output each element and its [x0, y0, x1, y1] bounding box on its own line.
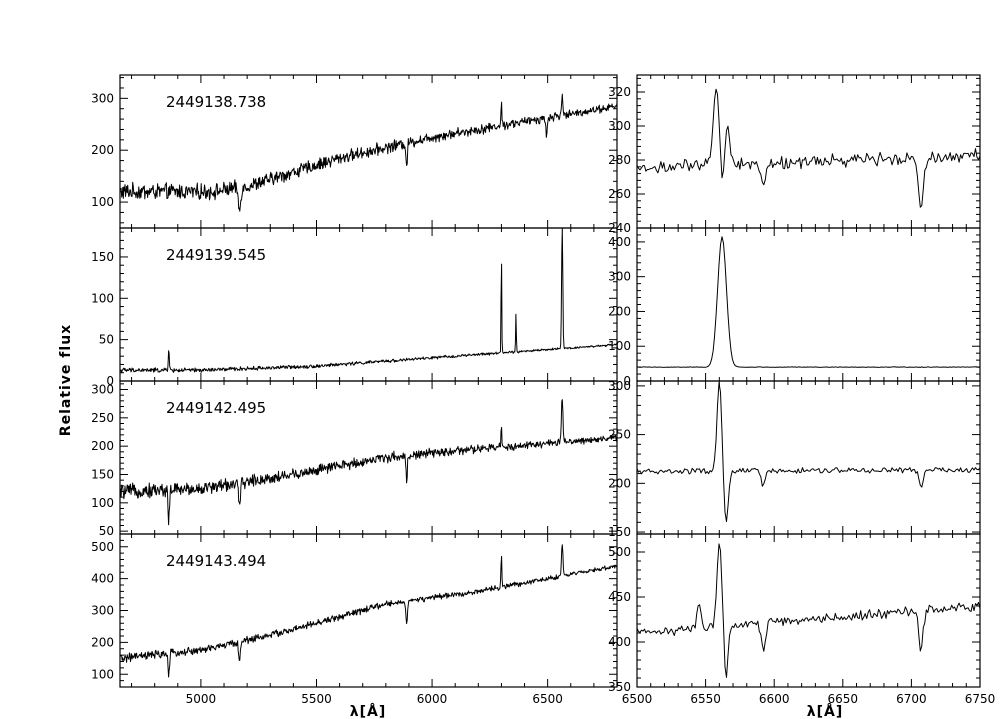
y-tick-label: 400 — [608, 235, 631, 249]
epoch-label: 2449143.494 — [166, 552, 266, 570]
y-tick-label: 0 — [106, 374, 114, 388]
spectrum-line-right-1 — [636, 88, 981, 208]
y-tick-label: 100 — [91, 667, 114, 681]
y-tick-label: 260 — [608, 187, 631, 201]
y-tick-label: 150 — [608, 525, 631, 539]
panel-frame — [636, 380, 981, 535]
x-tick-label: 6550 — [690, 692, 721, 706]
y-tick-label: 400 — [608, 635, 631, 649]
x-tick-label: 6600 — [759, 692, 790, 706]
y-tick-label: 300 — [91, 604, 114, 618]
x-tick-label: 6500 — [532, 692, 563, 706]
y-tick-label: 500 — [608, 545, 631, 559]
panel-frame — [636, 227, 981, 382]
panel-right-1: 240 260 280 300 320 — [608, 74, 981, 235]
panel-right-3: 150 200 250 300 — [608, 379, 981, 539]
epoch-label: 2449142.495 — [166, 399, 266, 417]
y-tick-label: 300 — [608, 119, 631, 133]
y-tick-label: 200 — [608, 476, 631, 490]
y-tick-label: 200 — [608, 304, 631, 318]
epoch-label: 2449139.545 — [166, 246, 266, 264]
spectrum-line-left-3 — [119, 399, 618, 526]
y-tick-label: 320 — [608, 85, 631, 99]
y-tick-label: 50 — [99, 333, 114, 347]
y-tick-label: 250 — [608, 428, 631, 442]
panel-left-1: 100 200 300 2449138.738 — [91, 74, 618, 229]
panel-left-2: 0 50 100 150 2449139.545 — [91, 227, 618, 388]
y-tick-label: 250 — [91, 411, 114, 425]
y-tick-label: 0 — [623, 374, 631, 388]
y-tick-label: 100 — [91, 496, 114, 510]
y-tick-label: 150 — [91, 468, 114, 482]
y-tick-label: 280 — [608, 153, 631, 167]
panel-frame — [636, 533, 981, 688]
y-tick-label: 500 — [91, 540, 114, 554]
y-tick-label: 240 — [608, 221, 631, 235]
panel-left-4: 100 200 300 400 500 5000 5500 6000 6500 2449143.4… — [91, 533, 618, 706]
x-axis-label-left: λ[Å] — [350, 703, 387, 719]
x-axis-label-right: λ[Å] — [807, 703, 844, 719]
y-tick-label: 50 — [99, 524, 114, 538]
y-tick-label: 200 — [91, 635, 114, 649]
y-tick-label: 450 — [608, 590, 631, 604]
epoch-label: 2449138.738 — [166, 93, 266, 111]
spectrum-line-right-2 — [636, 236, 981, 368]
spectrum-line-left-4 — [119, 544, 618, 678]
spectrum-line-left-1 — [119, 93, 618, 212]
y-tick-label: 350 — [608, 680, 631, 694]
x-tick-label: 6750 — [965, 692, 996, 706]
y-tick-label: 100 — [91, 291, 114, 305]
y-tick-label: 150 — [91, 250, 114, 264]
y-tick-label: 100 — [91, 195, 114, 209]
x-tick-label: 6650 — [828, 692, 859, 706]
y-tick-label: 100 — [608, 339, 631, 353]
y-tick-label: 200 — [91, 143, 114, 157]
panel-right-2: 0 100 200 300 400 — [608, 227, 981, 388]
panel-left-3: 50 100 150 200 250 300 2449142.495 — [91, 380, 618, 538]
panels: 100 200 300 2449138.738 0 50 100 150 2449139.545… — [91, 74, 996, 706]
spectrum-line-right-3 — [636, 382, 981, 523]
x-tick-label: 5500 — [301, 692, 332, 706]
panel-frame — [636, 74, 981, 229]
y-tick-label: 300 — [608, 270, 631, 284]
y-tick-label: 300 — [91, 91, 114, 105]
x-tick-label: 5000 — [186, 692, 217, 706]
panel-right-4: 350 400 450 500 6500 6550 6600 6650 6700 6750 — [608, 533, 996, 706]
spectrum-line-left-2 — [119, 227, 618, 374]
y-tick-label: 300 — [608, 379, 631, 393]
spectrum-line-right-4 — [636, 543, 981, 678]
x-tick-label: 6700 — [896, 692, 927, 706]
y-tick-label: 300 — [91, 383, 114, 397]
y-axis-label: Relative flux — [58, 324, 74, 436]
x-tick-label: 6000 — [417, 692, 448, 706]
y-tick-label: 400 — [91, 572, 114, 586]
x-tick-label: 6500 — [622, 692, 653, 706]
y-tick-label: 200 — [91, 439, 114, 453]
